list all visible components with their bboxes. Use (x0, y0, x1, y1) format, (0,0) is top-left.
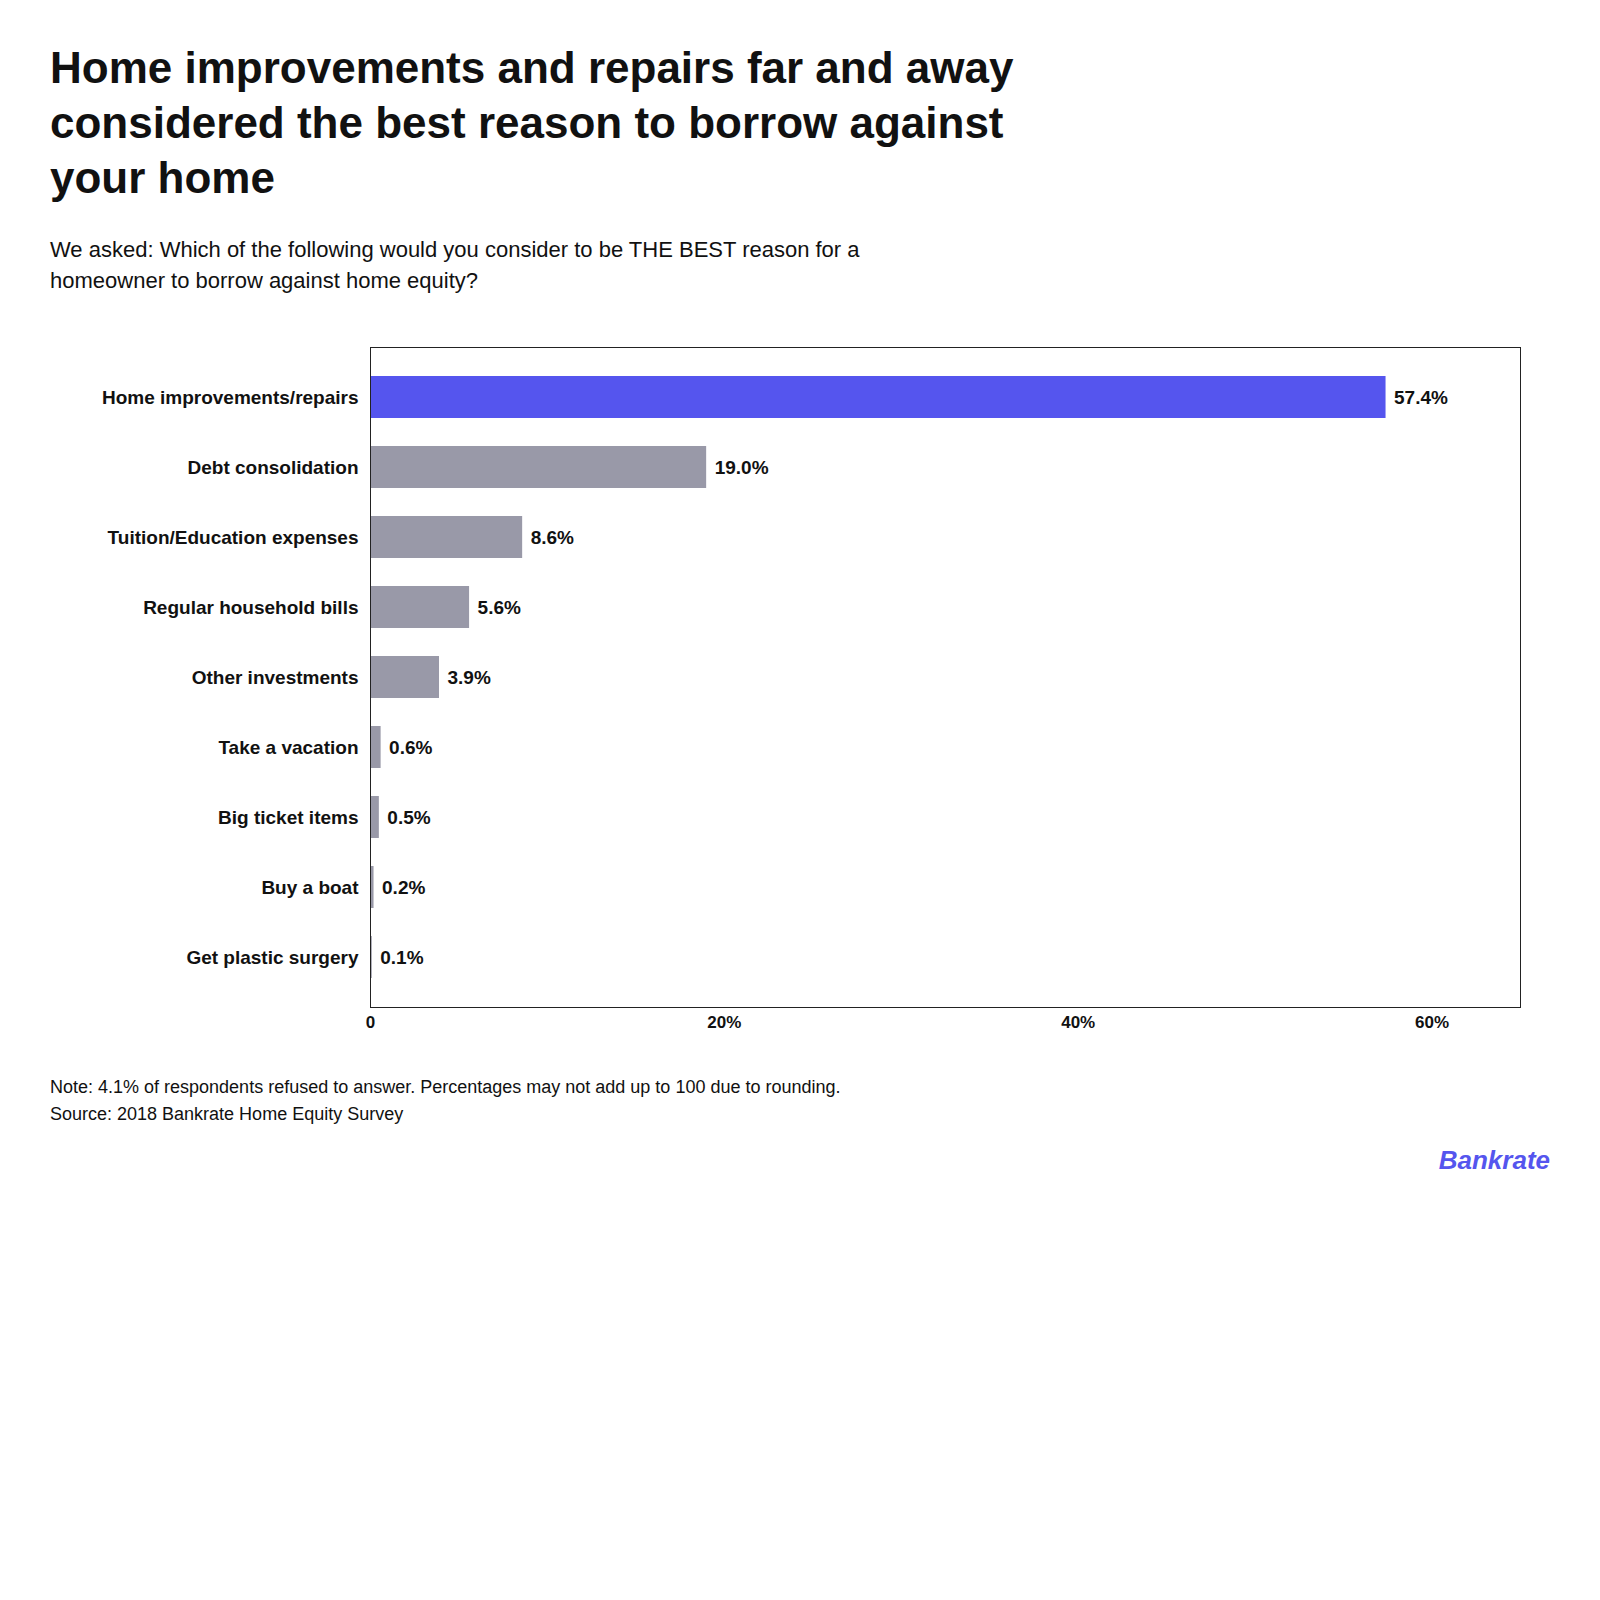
svg-text:40%: 40% (1061, 1012, 1095, 1031)
html-text:Source: 2018 Bankrate Home Equ: Source: 2018 Bankrate Home Equity Survey (50, 1103, 404, 1124)
svg-text:5.6%: 5.6% (478, 596, 521, 617)
svg-text:Debt consolidation: Debt consolidation (188, 456, 359, 477)
svg-text:0.2%: 0.2% (382, 876, 425, 897)
svg-text:Tuition/Education expenses: Tuition/Education expenses (108, 526, 359, 547)
svg-text:57.4%: 57.4% (1394, 386, 1448, 407)
svg-text:8.6%: 8.6% (531, 526, 574, 547)
html-text:Bankrate: Bankrate (1438, 1144, 1550, 1175)
svg-text:60%: 60% (1415, 1012, 1449, 1031)
svg-text:19.0%: 19.0% (715, 456, 769, 477)
svg-text:3.9%: 3.9% (448, 666, 491, 687)
svg-text:Other investments: Other investments (192, 666, 359, 687)
svg-text:0: 0 (366, 1012, 375, 1031)
svg-text:0.1%: 0.1% (380, 946, 423, 967)
html-text:We asked: Which of the followi: We asked: Which of the following would y… (50, 237, 860, 293)
svg-text:Buy a boat: Buy a boat (261, 876, 359, 897)
html-text:Home improvements and repairs: Home improvements and repairs far and aw… (50, 43, 1014, 202)
svg-text:Home improvements/repairs: Home improvements/repairs (102, 386, 359, 407)
svg-text:Get plastic surgery: Get plastic surgery (186, 946, 359, 967)
svg-text:Take a vacation: Take a vacation (218, 736, 358, 757)
svg-text:20%: 20% (707, 1012, 741, 1031)
svg-text:0.5%: 0.5% (387, 806, 430, 827)
svg-text:Big ticket items: Big ticket items (218, 806, 358, 827)
svg-text:Regular household bills: Regular household bills (143, 596, 358, 617)
html-text:Note: 4.1% of respondents refu: Note: 4.1% of respondents refused to ans… (50, 1076, 841, 1097)
svg-text:0.6%: 0.6% (389, 736, 432, 757)
